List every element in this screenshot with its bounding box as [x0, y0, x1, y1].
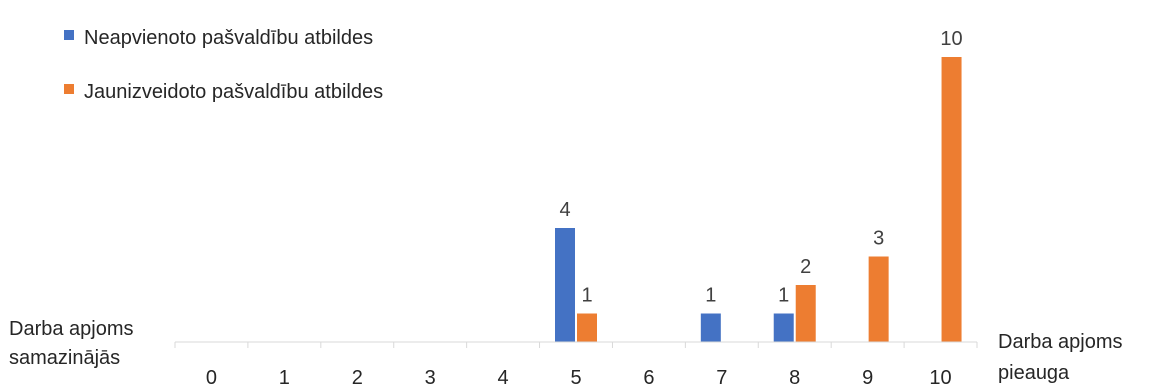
legend: Neapvienoto pašvaldību atbildes Jaunizve…	[64, 27, 383, 103]
left-axis-note: Darba apjoms samazinājās	[9, 318, 134, 369]
bar-series-0-cat-8	[773, 313, 794, 342]
left-note-line-1: Darba apjoms	[9, 318, 134, 340]
x-tick-label: 9	[862, 367, 873, 387]
x-axis-tick-labels: 0 1 2 3 4 5 6 7 8 9 10	[206, 367, 952, 387]
bar-series-1-cat-10	[941, 57, 962, 342]
right-note-line-2: pieauga	[998, 362, 1070, 384]
x-tick-label: 10	[929, 367, 951, 387]
right-note-line-1: Darba apjoms	[998, 331, 1123, 353]
bar-series-0-cat-5	[555, 228, 575, 342]
legend-swatch-neapvienoto	[64, 30, 74, 40]
bar-series-1-cat-5	[577, 313, 597, 342]
x-tick-label: 8	[789, 367, 800, 387]
legend-label-neapvienoto: Neapvienoto pašvaldību atbildes	[84, 27, 373, 49]
right-axis-note: Darba apjoms pieauga	[998, 331, 1123, 384]
x-tick-label: 1	[279, 367, 290, 387]
x-tick-label: 5	[570, 367, 581, 387]
legend-label-jaunizveidoto: Jaunizveidoto pašvaldību atbildes	[84, 81, 383, 103]
x-tick-label: 3	[425, 367, 436, 387]
bar-series-1-cat-8	[795, 285, 816, 342]
data-label-series-1-cat-5: 1	[581, 285, 592, 307]
data-label-series-0-cat-8: 1	[778, 285, 789, 307]
x-tick-label: 0	[206, 367, 217, 387]
x-tick-label: 6	[643, 367, 654, 387]
bar-series-1-cat-9	[868, 256, 889, 342]
x-tick-label: 2	[352, 367, 363, 387]
bar-series-0-cat-7	[700, 313, 721, 342]
left-note-line-2: samazinājās	[9, 347, 120, 369]
bars-group	[555, 57, 962, 342]
data-label-series-0-cat-5: 4	[559, 199, 570, 221]
data-label-series-1-cat-9: 3	[873, 228, 884, 250]
x-tick-label: 4	[498, 367, 509, 387]
legend-swatch-jaunizveidoto	[64, 84, 74, 94]
x-tick-label: 7	[716, 367, 727, 387]
data-label-series-0-cat-7: 1	[705, 285, 716, 307]
data-label-series-1-cat-8: 2	[800, 256, 811, 278]
data-label-series-1-cat-10: 10	[940, 28, 962, 50]
x-axis-ticks	[174, 342, 978, 348]
